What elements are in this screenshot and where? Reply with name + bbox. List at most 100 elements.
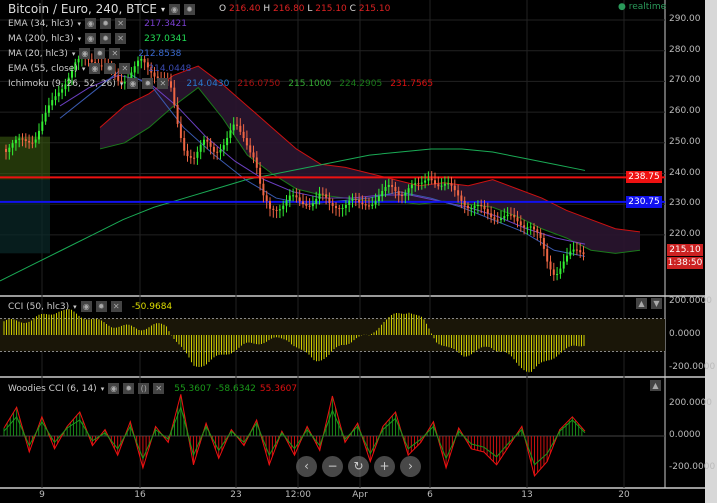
candle: [153, 72, 156, 77]
cci-legend[interactable]: CCI (50, hlc3) ▾ ◉ ✹ ✕ -50.9684: [8, 301, 172, 312]
candle: [368, 205, 370, 207]
close-icon[interactable]: ✕: [153, 383, 165, 394]
candle: [539, 232, 542, 238]
arrow-up-icon[interactable]: ▲: [636, 298, 647, 309]
indicator-name[interactable]: EMA (34, hlc3): [8, 18, 74, 29]
chevron-down-icon[interactable]: ▾: [77, 34, 82, 43]
indicator-name[interactable]: MA (200, hlc3): [8, 33, 74, 44]
chevron-down-icon[interactable]: ▾: [100, 384, 105, 393]
close-icon[interactable]: ✕: [110, 301, 122, 312]
zoom-out-button[interactable]: −: [322, 456, 343, 477]
close-icon[interactable]: ✕: [119, 63, 131, 74]
eye-icon[interactable]: ◉: [85, 33, 97, 44]
eye-icon[interactable]: ◉: [85, 18, 97, 29]
eye-icon[interactable]: ◉: [127, 78, 139, 89]
time-tick: 9: [39, 490, 45, 500]
candle: [427, 178, 430, 181]
indicator-legend[interactable]: MA (200, hlc3) ▾ ◉ ✹ ✕ 237.0341: [8, 33, 187, 44]
candle: [467, 205, 469, 209]
symbol-legend[interactable]: Bitcoin / Euro, 240, BTCE ▾ ◉ ✹ O 216.40 H…: [8, 2, 390, 16]
reset-button[interactable]: ↻: [348, 456, 369, 477]
price-tick: 230.00: [669, 198, 701, 209]
gear-icon[interactable]: ✹: [104, 63, 116, 74]
indicator-value: 215.1000: [288, 78, 332, 89]
candle: [549, 261, 552, 270]
candle: [229, 130, 232, 138]
woodies-tick: 0.0000: [669, 430, 701, 440]
price-tag: 230.75: [626, 195, 662, 208]
woodies-name[interactable]: Woodies CCI (6, 14): [8, 383, 97, 394]
zoom-in-button[interactable]: +: [374, 456, 395, 477]
indicator-name[interactable]: EMA (55, close): [8, 63, 78, 74]
cci-tick: -200.0000: [669, 362, 716, 372]
indicator-value: 212.8538: [138, 48, 182, 59]
candle: [24, 139, 27, 142]
candle: [341, 208, 344, 210]
time-tick: 13: [521, 490, 533, 500]
arrow-up-icon[interactable]: ▲: [650, 380, 661, 391]
candle: [8, 147, 11, 152]
candle: [71, 69, 73, 78]
cci-band: [0, 318, 665, 352]
woodies-value-3: 55.3607: [259, 383, 298, 394]
candle: [569, 251, 572, 256]
candle: [288, 195, 291, 201]
gear-icon[interactable]: ✹: [142, 78, 154, 89]
symbol-title[interactable]: Bitcoin / Euro, 240, BTCE: [8, 2, 158, 16]
close-icon[interactable]: ✕: [109, 48, 121, 59]
time-tick: Apr: [352, 490, 368, 500]
candle: [249, 145, 252, 153]
candle: [54, 96, 57, 101]
arrow-down-icon[interactable]: ▼: [651, 298, 662, 309]
indicator-legend[interactable]: EMA (34, hlc3) ▾ ◉ ✹ ✕ 217.3421: [8, 18, 187, 29]
gear-icon[interactable]: ✹: [123, 383, 135, 394]
gear-icon[interactable]: ✹: [100, 18, 112, 29]
eye-icon[interactable]: ◉: [79, 48, 91, 59]
scroll-left-button[interactable]: ‹: [296, 456, 317, 477]
cci-name[interactable]: CCI (50, hlc3): [8, 301, 70, 312]
woodies-value-1: 55.3607: [174, 383, 212, 394]
chevron-down-icon[interactable]: ▾: [161, 4, 166, 14]
time-tick: 20: [618, 490, 630, 500]
chevron-down-icon[interactable]: ▾: [81, 64, 86, 73]
chevron-down-icon[interactable]: ▾: [71, 49, 76, 58]
candle: [176, 104, 179, 124]
indicator-name[interactable]: MA (20, hlc3): [8, 48, 68, 59]
candle: [219, 149, 222, 153]
chevron-down-icon[interactable]: ▾: [73, 302, 77, 311]
candle: [460, 195, 463, 201]
price-tick: 240.00: [669, 167, 701, 178]
eye-icon[interactable]: ◉: [108, 383, 120, 394]
gear-icon[interactable]: ✹: [94, 48, 106, 59]
gear-icon[interactable]: ✹: [100, 33, 112, 44]
scroll-right-button[interactable]: ›: [400, 456, 421, 477]
candle: [193, 157, 196, 159]
candle: [344, 204, 347, 209]
eye-icon[interactable]: ◉: [80, 301, 92, 312]
candle: [513, 214, 516, 218]
close-icon[interactable]: ✕: [157, 78, 169, 89]
brackets-icon[interactable]: (): [138, 383, 150, 394]
close-icon[interactable]: ✕: [115, 18, 127, 29]
candle: [443, 183, 446, 186]
candle: [490, 213, 493, 218]
gear-icon[interactable]: ✹: [95, 301, 107, 312]
chevron-down-icon[interactable]: ▾: [119, 79, 124, 88]
indicator-legend[interactable]: MA (20, hlc3) ▾ ◉ ✹ ✕ 212.8538: [8, 48, 181, 59]
gear-icon[interactable]: ✹: [184, 3, 196, 15]
indicator-name[interactable]: Ichimoku (9, 26, 52, 26): [8, 78, 116, 89]
candle: [335, 205, 337, 209]
woodies-legend[interactable]: Woodies CCI (6, 14) ▾ ◉ ✹() ✕ 55.3607 -58.6…: [8, 383, 297, 394]
candle: [5, 148, 7, 152]
chevron-down-icon[interactable]: ▾: [77, 19, 82, 28]
indicator-value: 237.0341: [144, 33, 188, 44]
candle: [285, 200, 288, 206]
h-label: H: [263, 4, 271, 14]
indicator-legend[interactable]: Ichimoku (9, 26, 52, 26) ▾ ◉ ✹ ✕ 214.0430 216.…: [8, 78, 433, 89]
eye-icon[interactable]: ◉: [169, 3, 181, 15]
price-tick: 280.00: [669, 44, 701, 55]
close-icon[interactable]: ✕: [115, 33, 127, 44]
indicator-legend[interactable]: EMA (55, close) ▾ ◉ ✹ ✕ 214.0448: [8, 63, 191, 74]
eye-icon[interactable]: ◉: [89, 63, 101, 74]
